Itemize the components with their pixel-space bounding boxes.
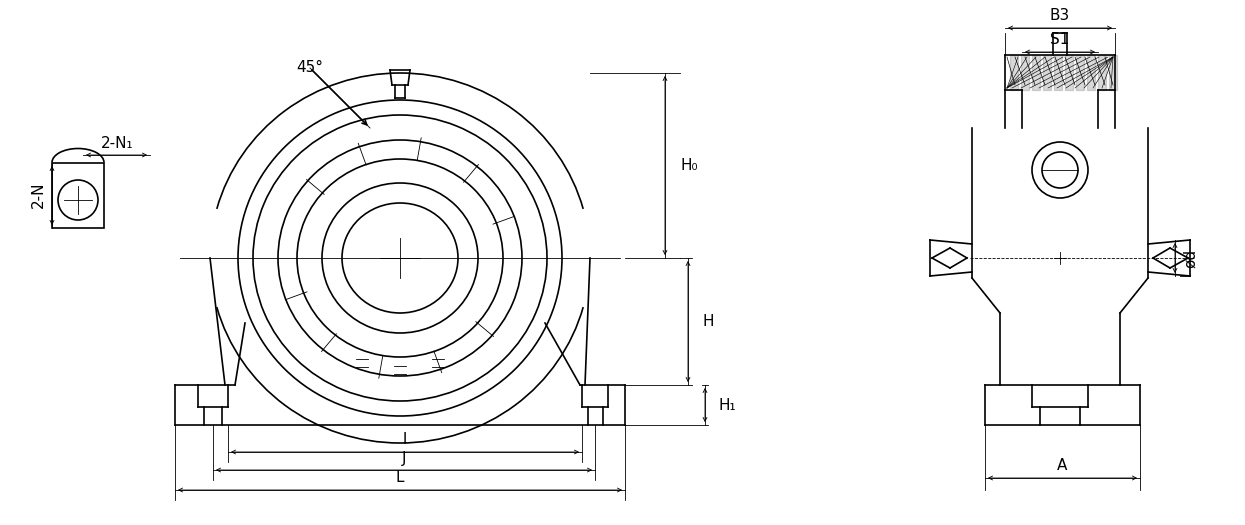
Text: S1: S1	[1051, 32, 1069, 47]
Bar	[52, 163, 105, 227]
Text: H₀: H₀	[680, 158, 697, 173]
Text: 2-N₁: 2-N₁	[101, 135, 133, 151]
Text: L: L	[396, 470, 405, 486]
Text: ød: ød	[1183, 248, 1198, 268]
Text: A: A	[1057, 457, 1068, 472]
Text: B3: B3	[1050, 7, 1071, 23]
Text: 2-N: 2-N	[30, 182, 46, 208]
Text: J: J	[402, 450, 406, 466]
Text: H₁: H₁	[718, 397, 736, 413]
Text: l: l	[403, 433, 407, 447]
Text: H: H	[702, 314, 713, 329]
Text: 45°: 45°	[296, 60, 324, 76]
